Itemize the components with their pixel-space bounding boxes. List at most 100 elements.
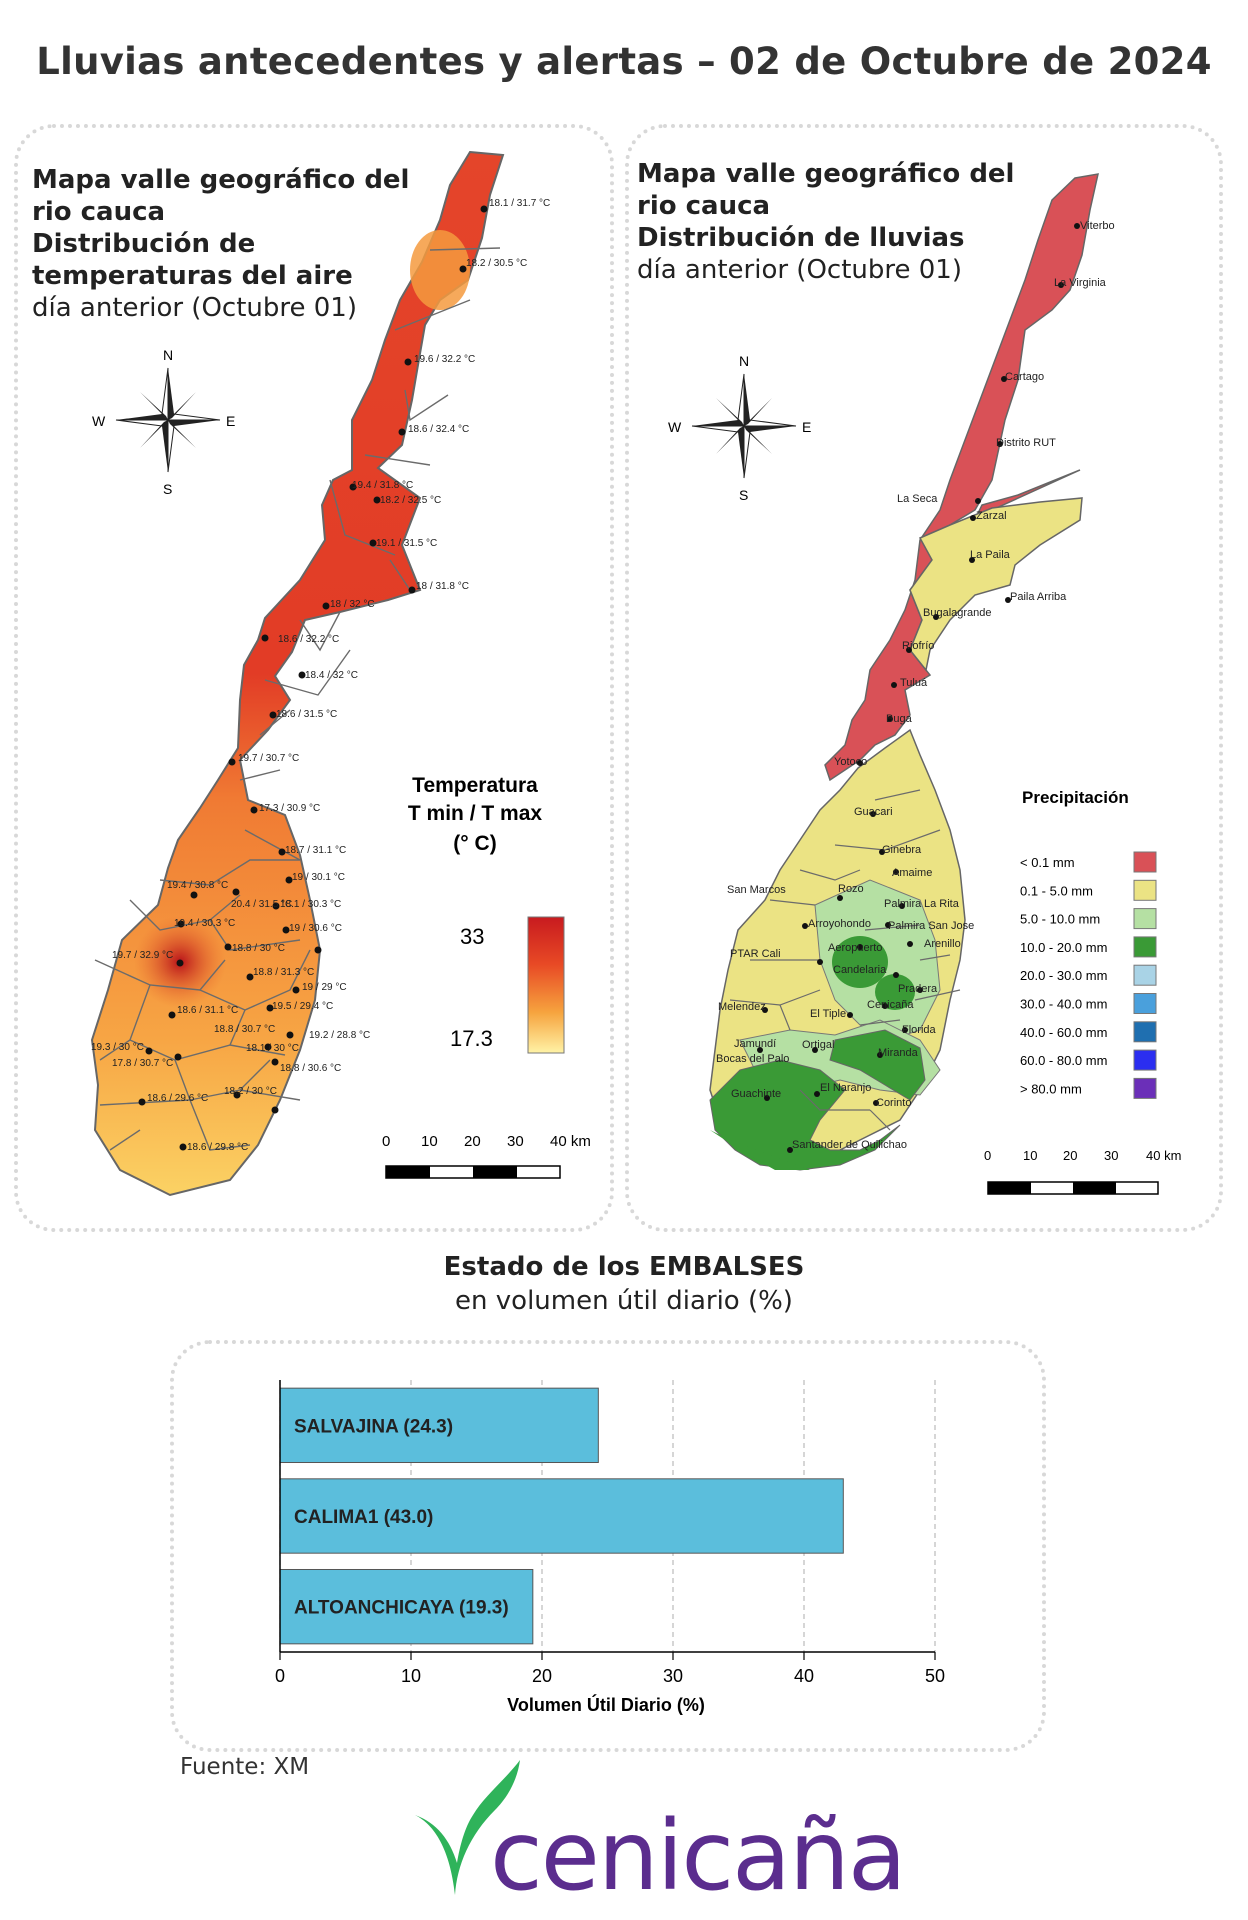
svg-text:S: S	[163, 481, 172, 497]
place-label: Arroyohondo	[808, 918, 871, 930]
rain-zone-heavy	[709, 1059, 901, 1171]
place-label: Bugalagrande	[923, 607, 992, 619]
station-label: 19 / 29 °C	[302, 982, 347, 993]
station-label: 18.1 / 30.3 °C	[280, 899, 341, 910]
bar-altoanchicaya	[279, 1568, 534, 1645]
rain-zone-light-middle	[909, 497, 1083, 672]
place-label: Corinto	[876, 1097, 911, 1109]
rainfall-map-panel	[625, 124, 1223, 1232]
x-tick-label: 20	[532, 1666, 552, 1686]
place-label: Guachinte	[731, 1088, 781, 1100]
temperature-title-line: Distribución de	[32, 229, 256, 259]
legend-max: 33	[460, 924, 484, 949]
svg-text:10: 10	[1023, 1148, 1037, 1163]
legend-swatch	[1133, 993, 1157, 1014]
place-label: Guacari	[854, 806, 893, 818]
x-tick-label: 10	[401, 1666, 421, 1686]
legend-swatch	[1133, 1077, 1157, 1099]
place-label: Candelaria	[833, 964, 887, 976]
x-tick-label: 30	[663, 1666, 683, 1686]
legend-swatch	[1133, 1021, 1157, 1043]
place-label: PTAR Cali	[730, 948, 781, 960]
source-note: Fuente: XM	[180, 1754, 310, 1780]
place-label: Arenillo	[924, 938, 961, 950]
station-label: 19.4 / 31.8 °C	[352, 480, 413, 491]
place-label: Paila Arriba	[1010, 591, 1067, 603]
legend-label: 60.0 - 80.0 mm	[1020, 1053, 1107, 1068]
place-label: Riofrío	[902, 640, 934, 652]
precipitation-legend: Precipitación < 0.1 mm 0.1 - 5.0 mm 5.0 - …	[1020, 788, 1157, 1099]
temperature-map-subtitle: día anterior (Octubre 01)	[32, 293, 357, 323]
rain-place-markers	[757, 223, 1080, 1153]
legend-swatch	[1133, 1049, 1157, 1071]
station-label: 19.7 / 32.9 °C	[112, 950, 173, 961]
place-label: Florida	[902, 1024, 937, 1036]
legend-label: > 80.0 mm	[1020, 1081, 1082, 1096]
rainfall-map-title: Mapa valle geográfico del rio cauca Dist…	[637, 158, 1014, 286]
place-label: Distrito RUT	[996, 437, 1056, 449]
svg-text:30: 30	[507, 1133, 524, 1150]
temperature-title-line: temperaturas del aire	[32, 261, 353, 291]
place-label: Melendez	[718, 1001, 766, 1013]
rain-zone-heavy	[875, 974, 915, 1010]
legend-label: 40.0 - 60.0 mm	[1020, 1025, 1107, 1040]
place-label: La Rita	[924, 898, 960, 910]
station-label: 19.6 / 32.2 °C	[414, 354, 475, 365]
rainfall-title-line: Distribución de lluvias	[637, 223, 965, 253]
legend-title-line: (° C)	[453, 832, 496, 855]
place-label: Amaime	[892, 867, 932, 879]
svg-text:0: 0	[984, 1148, 991, 1163]
svg-text:40 km: 40 km	[550, 1133, 591, 1150]
place-label: Palmira	[884, 898, 922, 910]
bar-calima1	[279, 1478, 844, 1554]
place-label: Pradera	[898, 983, 938, 995]
station-markers	[138, 205, 488, 1151]
temperature-scale-bar: 0 10 20 30 40 km	[382, 1133, 591, 1179]
station-label: 18.8 / 30.7 °C	[214, 1024, 275, 1035]
rain-place-labels: Viterbo La Virginia Cartago Distrito RUT…	[716, 220, 1115, 1151]
legend-color-ramp	[527, 916, 565, 1054]
reservoirs-subtitle: en volumen útil diario (%)	[455, 1286, 793, 1316]
reservoirs-panel	[170, 1340, 1046, 1752]
legend-label: 30.0 - 40.0 mm	[1020, 997, 1107, 1012]
x-tick-label: 0	[275, 1666, 285, 1686]
station-label: 18.7 / 31.1 °C	[285, 845, 346, 856]
legend-swatch	[1133, 879, 1157, 901]
reservoir-chart: SALVAJINA (24.3) CALIMA1 (43.0) ALTOANCHIC…	[275, 1380, 945, 1715]
station-label: 19 / 30.6 °C	[289, 923, 342, 934]
rainfall-map: Viterbo La Virginia Cartago Distrito RUT…	[668, 173, 1181, 1195]
place-label: Aeropuerto	[828, 942, 882, 954]
legend-swatch	[1133, 964, 1157, 986]
station-label: 19.1 / 31.5 °C	[376, 538, 437, 549]
place-label: Zarzal	[976, 510, 1007, 522]
station-label: 18.6 / 29.6 °C	[147, 1093, 208, 1104]
place-label: Ortigal	[802, 1039, 834, 1051]
station-label: 18.2 / 30.5 °C	[466, 258, 527, 269]
place-label: Bocas del Palo	[716, 1053, 789, 1065]
svg-text:E: E	[226, 413, 235, 429]
station-label: 19.3 / 30 °C	[91, 1042, 144, 1053]
place-label: Buga	[886, 713, 913, 725]
station-label: 18.1 / 30 °C	[246, 1043, 299, 1054]
station-label: 18.6 / 31.5 °C	[276, 709, 337, 720]
station-label: 17.8 / 30.7 °C	[112, 1058, 173, 1069]
legend-swatch	[1133, 908, 1157, 930]
place-label: Cartago	[1005, 371, 1044, 383]
cool-area	[410, 230, 470, 310]
rain-zone-heavy	[832, 936, 888, 988]
station-label: 18 / 31.8 °C	[416, 581, 469, 592]
place-label: Miranda	[878, 1047, 919, 1059]
place-label: Jamundí	[734, 1038, 776, 1050]
temperature-map-panel	[14, 124, 614, 1232]
station-label: 18.6 / 29.8 °C	[187, 1142, 248, 1153]
station-label: 18.8 / 31.3 °C	[253, 967, 314, 978]
rainfall-scale-bar: 0 10 20 30 40 km	[984, 1148, 1181, 1195]
svg-text:E: E	[802, 419, 811, 435]
station-label: 19 / 30.1 °C	[292, 872, 345, 883]
place-label: Palmira San Jose	[888, 920, 974, 932]
svg-text:20: 20	[464, 1133, 481, 1150]
legend-title-line: Temperatura	[412, 774, 538, 797]
compass-rose-icon: N S E W	[92, 347, 235, 497]
station-label: 18.6 / 32.2 °C	[278, 634, 339, 645]
svg-text:0: 0	[382, 1133, 390, 1150]
